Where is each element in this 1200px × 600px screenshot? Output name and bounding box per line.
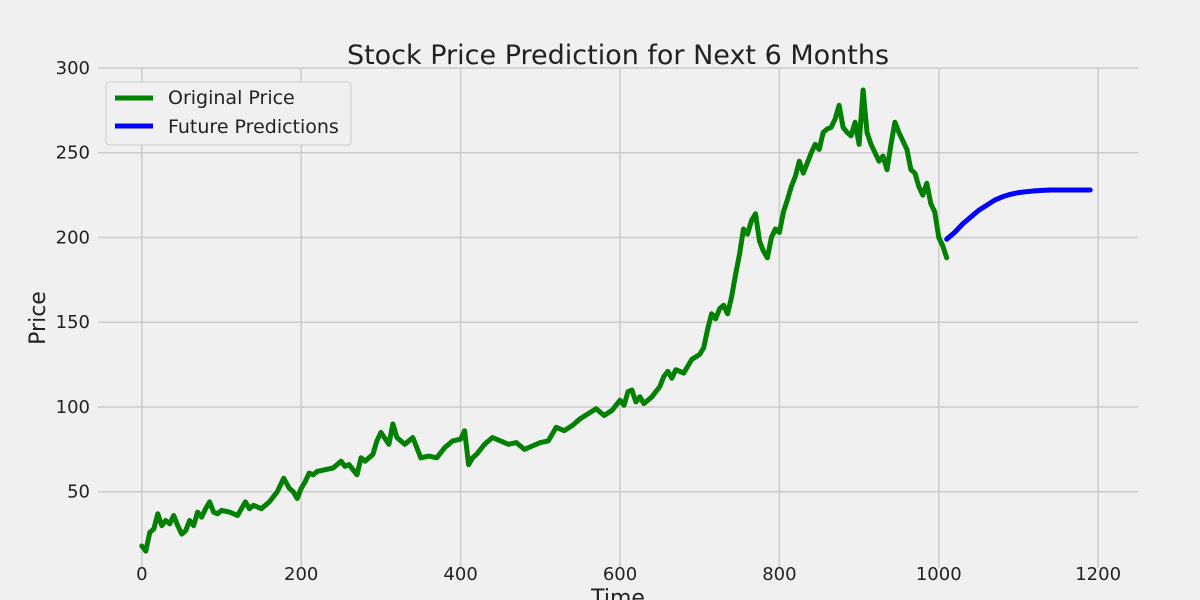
- legend-label-original-price: Original Price: [168, 87, 295, 109]
- y-tick-labels: 50 100 150 200 250 300: [56, 58, 90, 503]
- x-tick-label: 600: [603, 564, 637, 585]
- legend: Original Price Future Predictions: [105, 81, 352, 146]
- legend-label-future-predictions: Future Predictions: [168, 116, 339, 138]
- series-layer: [139, 87, 1093, 554]
- grid: [98, 67, 1138, 568]
- y-axis-label: Price: [26, 291, 51, 345]
- series-line-future-predictions: [944, 187, 1093, 242]
- x-tick-label: 800: [762, 564, 796, 585]
- x-tick-label: 0: [136, 564, 147, 585]
- y-tick-label: 200: [56, 227, 90, 248]
- y-tick-label: 150: [56, 312, 90, 333]
- x-tick-label: 200: [284, 564, 318, 585]
- x-tick-labels: 0 200 400 600 800 1000 1200: [136, 564, 1121, 585]
- x-tick-label: 1000: [916, 564, 962, 585]
- y-tick-label: 100: [56, 397, 90, 418]
- series-line-original-price: [139, 87, 950, 554]
- y-tick-label: 50: [67, 482, 90, 503]
- x-axis-label: Time: [590, 586, 645, 600]
- chart-title: Stock Price Prediction for Next 6 Months: [347, 40, 889, 71]
- legend-box: [105, 81, 352, 146]
- x-tick-label: 400: [443, 564, 477, 585]
- y-tick-label: 300: [56, 58, 90, 79]
- x-tick-label: 1200: [1075, 564, 1121, 585]
- y-tick-label: 250: [56, 143, 90, 164]
